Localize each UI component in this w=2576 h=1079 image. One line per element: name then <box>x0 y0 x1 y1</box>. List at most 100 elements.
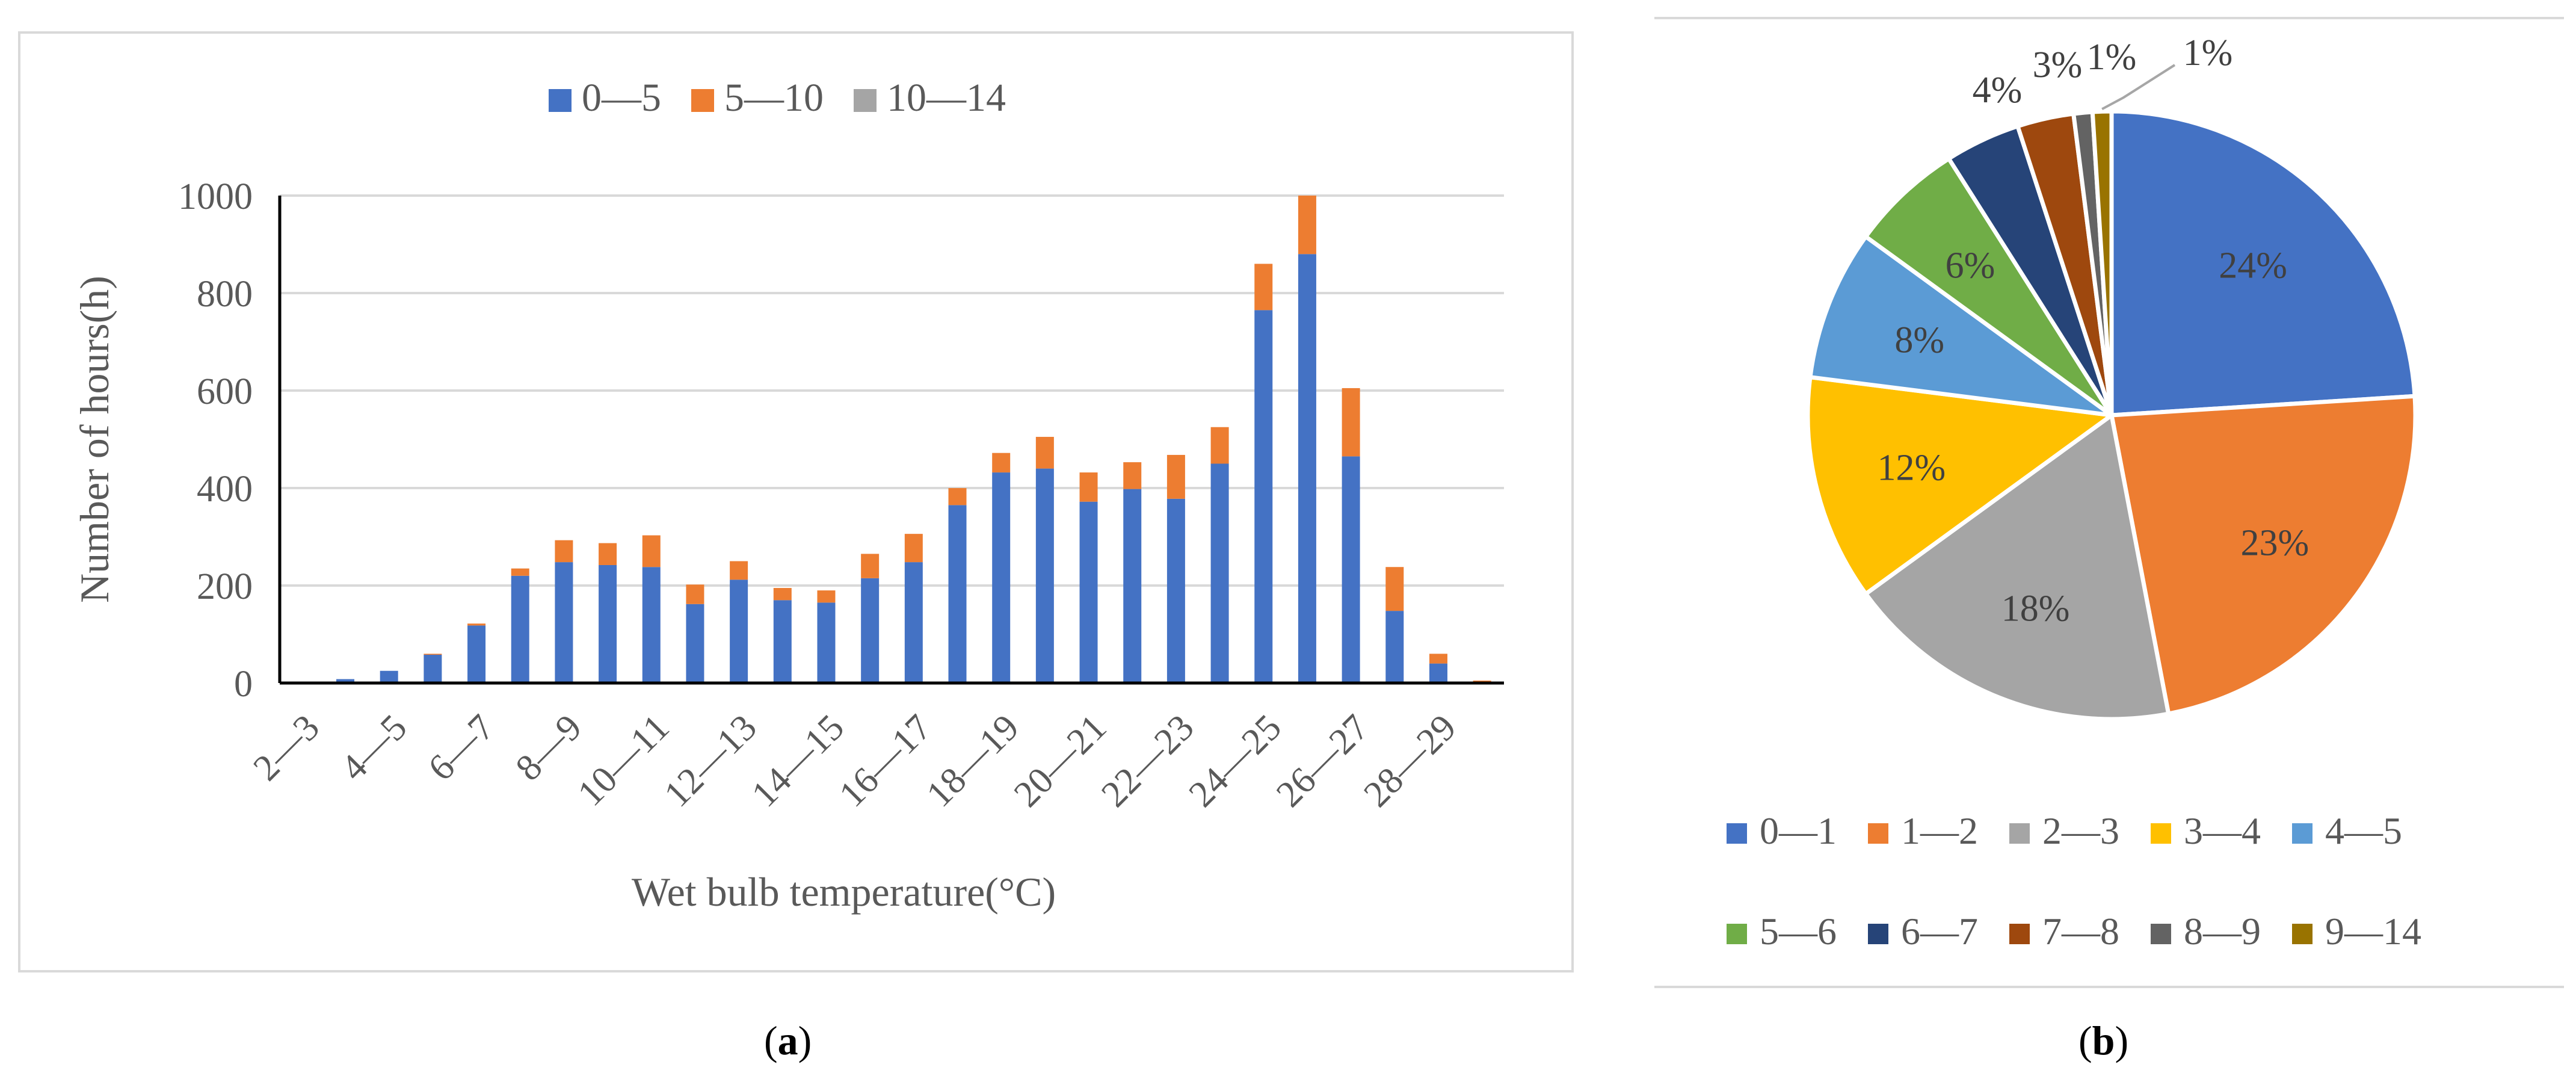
legend-label: 1—2 <box>1901 809 1978 852</box>
legend-swatch <box>549 89 572 112</box>
bar-segment <box>817 602 836 683</box>
y-tick-label: 600 <box>197 371 253 412</box>
pie-chart: 24%23%18%12%8%6%4%3% 1% 1%0—1 1—2 2—3 3—4 4—55… <box>1727 32 2421 953</box>
bar-segment <box>511 575 529 683</box>
legend-label: 9—14 <box>2325 910 2421 953</box>
bar-segment <box>1429 654 1447 664</box>
bar-segment <box>1035 436 1054 469</box>
panel-b-caption: (b) <box>2078 1018 2129 1063</box>
legend-swatch <box>854 89 877 112</box>
bar-segment <box>1342 456 1360 683</box>
pie-slice <box>2109 394 2418 717</box>
bar-segment <box>511 568 529 576</box>
bar-segment <box>1035 468 1054 683</box>
bar-segment <box>686 584 704 604</box>
pie-data-label: 12% <box>1878 447 1946 488</box>
bar-segment <box>1385 567 1404 611</box>
legend-swatch <box>691 89 714 112</box>
bar-segment <box>1254 310 1273 683</box>
bar-segment <box>1079 472 1098 502</box>
legend-label: 6—7 <box>1901 910 1978 953</box>
bar-segment <box>1342 388 1360 457</box>
bar-segment <box>948 488 967 505</box>
bar-segment <box>773 600 792 683</box>
bar-segment <box>730 580 748 683</box>
bar-segment <box>817 590 836 603</box>
legend-label: 0—1 <box>1760 809 1837 852</box>
bar-segment <box>1429 663 1447 683</box>
y-axis-title: Number of hours(h) <box>72 276 117 603</box>
pie-data-label: 23% <box>2241 522 2309 563</box>
pie-data-label: 1% <box>2087 37 2137 78</box>
legend-label: 2—3 <box>2042 809 2119 852</box>
pie-data-label: 24% <box>2219 246 2287 286</box>
bar-segment <box>1079 501 1098 683</box>
pie-slice <box>1805 374 2118 597</box>
legend-label: 5—10 <box>724 76 824 120</box>
bar-segment <box>948 505 967 683</box>
bar-segment <box>1123 462 1142 489</box>
legend-swatch <box>2292 823 2313 844</box>
y-tick-label: 400 <box>197 469 253 510</box>
bar-segment <box>1298 196 1316 255</box>
bar-segment <box>686 604 704 683</box>
bar-segment <box>642 567 661 683</box>
pie-slice <box>1808 233 2113 418</box>
pie-slice <box>2090 109 2114 416</box>
bar-segment <box>424 655 442 683</box>
bar-segment <box>642 535 661 567</box>
legend-swatch <box>2151 924 2171 944</box>
leader-line <box>2101 64 2176 111</box>
legend-label: 4—5 <box>2325 809 2402 852</box>
bar-segment <box>1210 427 1229 464</box>
y-tick-label: 1000 <box>178 176 253 217</box>
legend-swatch <box>1727 823 1747 844</box>
legend-label: 8—9 <box>2184 910 2261 953</box>
legend-label: 0—5 <box>582 76 661 120</box>
bar-segment <box>1210 463 1229 683</box>
bar-segment <box>730 561 748 580</box>
bar-segment <box>1298 254 1316 683</box>
pie-slice <box>1863 155 2113 417</box>
legend-label: 3—4 <box>2184 809 2261 852</box>
pie-data-label: 4% <box>1973 70 2023 111</box>
legend-label: 5—6 <box>1760 910 1837 953</box>
bar-segment <box>1166 454 1185 499</box>
bar-segment <box>992 472 1011 683</box>
bar-segment <box>555 540 573 563</box>
panel-a-caption: (a) <box>764 1018 812 1063</box>
bar-segment <box>1254 264 1273 311</box>
legend-swatch <box>2009 823 2030 844</box>
bar-segment <box>1166 498 1185 683</box>
bar-segment <box>467 625 486 683</box>
bar-segment <box>467 623 486 626</box>
bar-segment <box>992 453 1011 473</box>
pie-slice <box>1863 411 2171 722</box>
bar-segment <box>599 564 617 683</box>
pie-slice <box>2109 109 2417 418</box>
legend-label: 10—14 <box>887 76 1006 120</box>
y-tick-label: 0 <box>234 664 253 705</box>
bar-segment <box>904 534 923 563</box>
x-axis-title: Wet bulb temperature(°C) <box>632 869 1056 915</box>
pie-data-label: 6% <box>1946 246 1995 286</box>
bar-segment <box>424 654 442 655</box>
bar-segment <box>1123 489 1142 683</box>
bar-segment <box>861 554 880 578</box>
bar-segment <box>861 578 880 683</box>
legend-swatch <box>2009 924 2030 944</box>
legend-swatch <box>2151 823 2171 844</box>
bar-segment <box>1385 611 1404 683</box>
pie-data-label: 3% <box>2033 45 2083 85</box>
bar-segment <box>904 562 923 683</box>
legend-swatch <box>1868 823 1888 844</box>
pie-data-label: 1% <box>2183 32 2233 73</box>
legend-swatch <box>2292 924 2313 944</box>
pie-data-label: 8% <box>1894 320 1944 361</box>
legend-label: 7—8 <box>2042 910 2119 953</box>
y-tick-label: 800 <box>197 274 253 315</box>
bar-segment <box>336 679 355 683</box>
y-tick-label: 200 <box>197 566 253 607</box>
bar-segment <box>555 562 573 683</box>
